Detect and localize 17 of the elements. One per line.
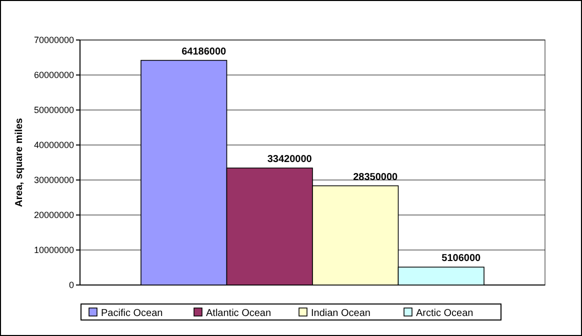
legend-label: Arctic Ocean (416, 308, 474, 319)
y-tick-label: 30000000 (34, 175, 74, 186)
y-tick-label: 10000000 (34, 245, 74, 256)
y-axis-title: Area, square miles (14, 118, 25, 207)
data-label: 28350000 (353, 172, 398, 183)
data-label: 5106000 (442, 253, 482, 264)
y-tick-label: 70000000 (34, 35, 74, 46)
legend-label: Indian Ocean (311, 308, 370, 319)
y-tick-label: 0 (68, 280, 74, 290)
y-tick-label: 20000000 (34, 210, 74, 220)
y-tick-label: 50000000 (34, 105, 74, 116)
legend-label: Atlantic Ocean (206, 308, 272, 319)
y-tick-label: 60000000 (34, 70, 74, 80)
data-label: 33420000 (267, 154, 312, 166)
legend-label: Pacific Ocean (101, 308, 163, 319)
data-label: 64186000 (182, 46, 227, 58)
y-tick-label: 40000000 (34, 140, 74, 150)
